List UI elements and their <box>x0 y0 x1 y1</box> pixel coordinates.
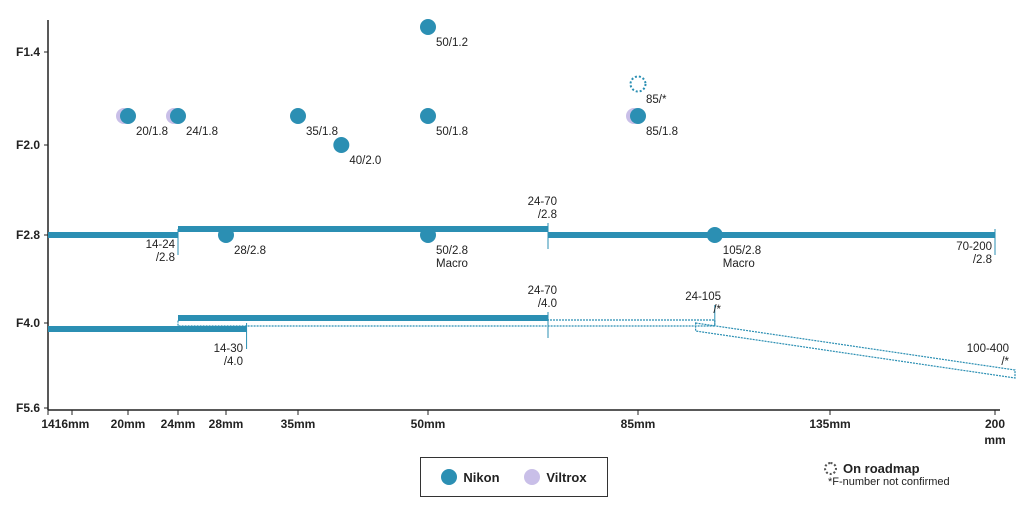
nikon-prime-point <box>420 227 436 243</box>
prime-label: 50/2.8 <box>436 245 468 257</box>
lens-labels: 14-24/2.824-70/2.870-200/2.814-30/4.024-… <box>136 37 1010 368</box>
zoom-label: 14-24 <box>146 239 176 251</box>
legend-label-roadmap: On roadmap <box>843 461 920 476</box>
x-tick-label: 28mm <box>209 417 244 431</box>
x-tick-label: 50mm <box>411 417 446 431</box>
prime-label: 24/1.8 <box>186 126 218 138</box>
zoom-label: 70-200 <box>956 241 992 253</box>
prime-lenses <box>116 19 723 243</box>
prime-label: 85/1.8 <box>646 126 678 138</box>
prime-label: 50/1.8 <box>436 126 468 138</box>
zoom-24-105-bar <box>177 319 716 327</box>
lens-roadmap-chart: F1.4 F2.0 F2.8 F4.0 F5.614 16mm 20mm 24mm 28mm 35… <box>16 19 1016 447</box>
zoom-label: /* <box>713 304 721 316</box>
x-tick-label: 16mm <box>55 417 90 431</box>
zoom-label: 24-70 <box>528 285 557 297</box>
y-tick-label: F1.4 <box>16 45 40 59</box>
prime-label: 85/* <box>646 94 667 106</box>
zoom-label: 100-400 <box>967 343 1009 355</box>
prime-label: 35/1.8 <box>306 126 338 138</box>
legend-item-nikon: Nikon <box>441 469 500 485</box>
x-tick-label: 35mm <box>281 417 316 431</box>
x-tick-label: 85mm <box>621 417 656 431</box>
y-tick-label: F4.0 <box>16 316 40 330</box>
zoom-lenses <box>48 223 1016 379</box>
zoom-label: /* <box>1001 356 1009 368</box>
zoom-label: 24-70 <box>528 196 557 208</box>
nikon-prime-point <box>420 108 436 124</box>
x-tick-label: 20mm <box>111 417 146 431</box>
prime-label: 50/1.2 <box>436 37 468 49</box>
x-tick-label: 200 <box>985 417 1005 431</box>
x-tick-label: 14 <box>41 417 55 431</box>
roadmap-footnote: *F-number not confirmed <box>828 476 950 488</box>
prime-label: 40/2.0 <box>349 155 381 167</box>
y-tick-label: F2.0 <box>16 138 40 152</box>
prime-label: 28/2.8 <box>234 245 266 257</box>
prime-label: Macro <box>436 258 468 270</box>
zoom-100-400-bar <box>694 322 1016 379</box>
zoom-label: /2.8 <box>973 254 992 266</box>
y-tick-label: F5.6 <box>16 401 40 415</box>
legend-label-viltrox: Viltrox <box>546 469 587 485</box>
zoom-label: /2.8 <box>156 252 175 264</box>
roadmap-dot-icon <box>824 462 837 475</box>
zoom-label: /4.0 <box>538 298 557 310</box>
axes: F1.4 F2.0 F2.8 F4.0 F5.614 16mm 20mm 24mm 28mm 35… <box>16 20 1006 447</box>
prime-label: Macro <box>723 258 755 270</box>
legend-label-nikon: Nikon <box>463 469 500 485</box>
roadmap-legend: On roadmap *F-number not confirmed <box>824 461 950 488</box>
prime-label: 20/1.8 <box>136 126 168 138</box>
zoom-label: 24-105 <box>685 291 721 303</box>
zoom-label: /2.8 <box>538 209 557 221</box>
viltrox-dot-icon <box>524 469 541 485</box>
nikon-prime-point <box>290 108 306 124</box>
roadmap-prime-point <box>629 75 647 93</box>
zoom-label: /4.0 <box>224 356 243 368</box>
nikon-prime-point <box>420 19 436 35</box>
nikon-prime-point <box>333 137 350 153</box>
x-tick-label: 24mm <box>161 417 196 431</box>
nikon-prime-point <box>170 108 186 124</box>
legend-item-viltrox: Viltrox <box>524 469 587 485</box>
prime-label: 105/2.8 <box>723 245 761 257</box>
nikon-prime-point <box>120 108 136 124</box>
x-unit-label: mm <box>984 433 1005 447</box>
nikon-dot-icon <box>441 469 458 485</box>
nikon-prime-point <box>218 227 234 243</box>
x-tick-label: 135mm <box>809 417 850 431</box>
nikon-prime-point <box>706 227 723 243</box>
nikon-prime-point <box>630 108 646 124</box>
zoom-label: 14-30 <box>214 343 243 355</box>
legend: Nikon Viltrox <box>420 457 608 497</box>
y-tick-label: F2.8 <box>16 228 40 242</box>
